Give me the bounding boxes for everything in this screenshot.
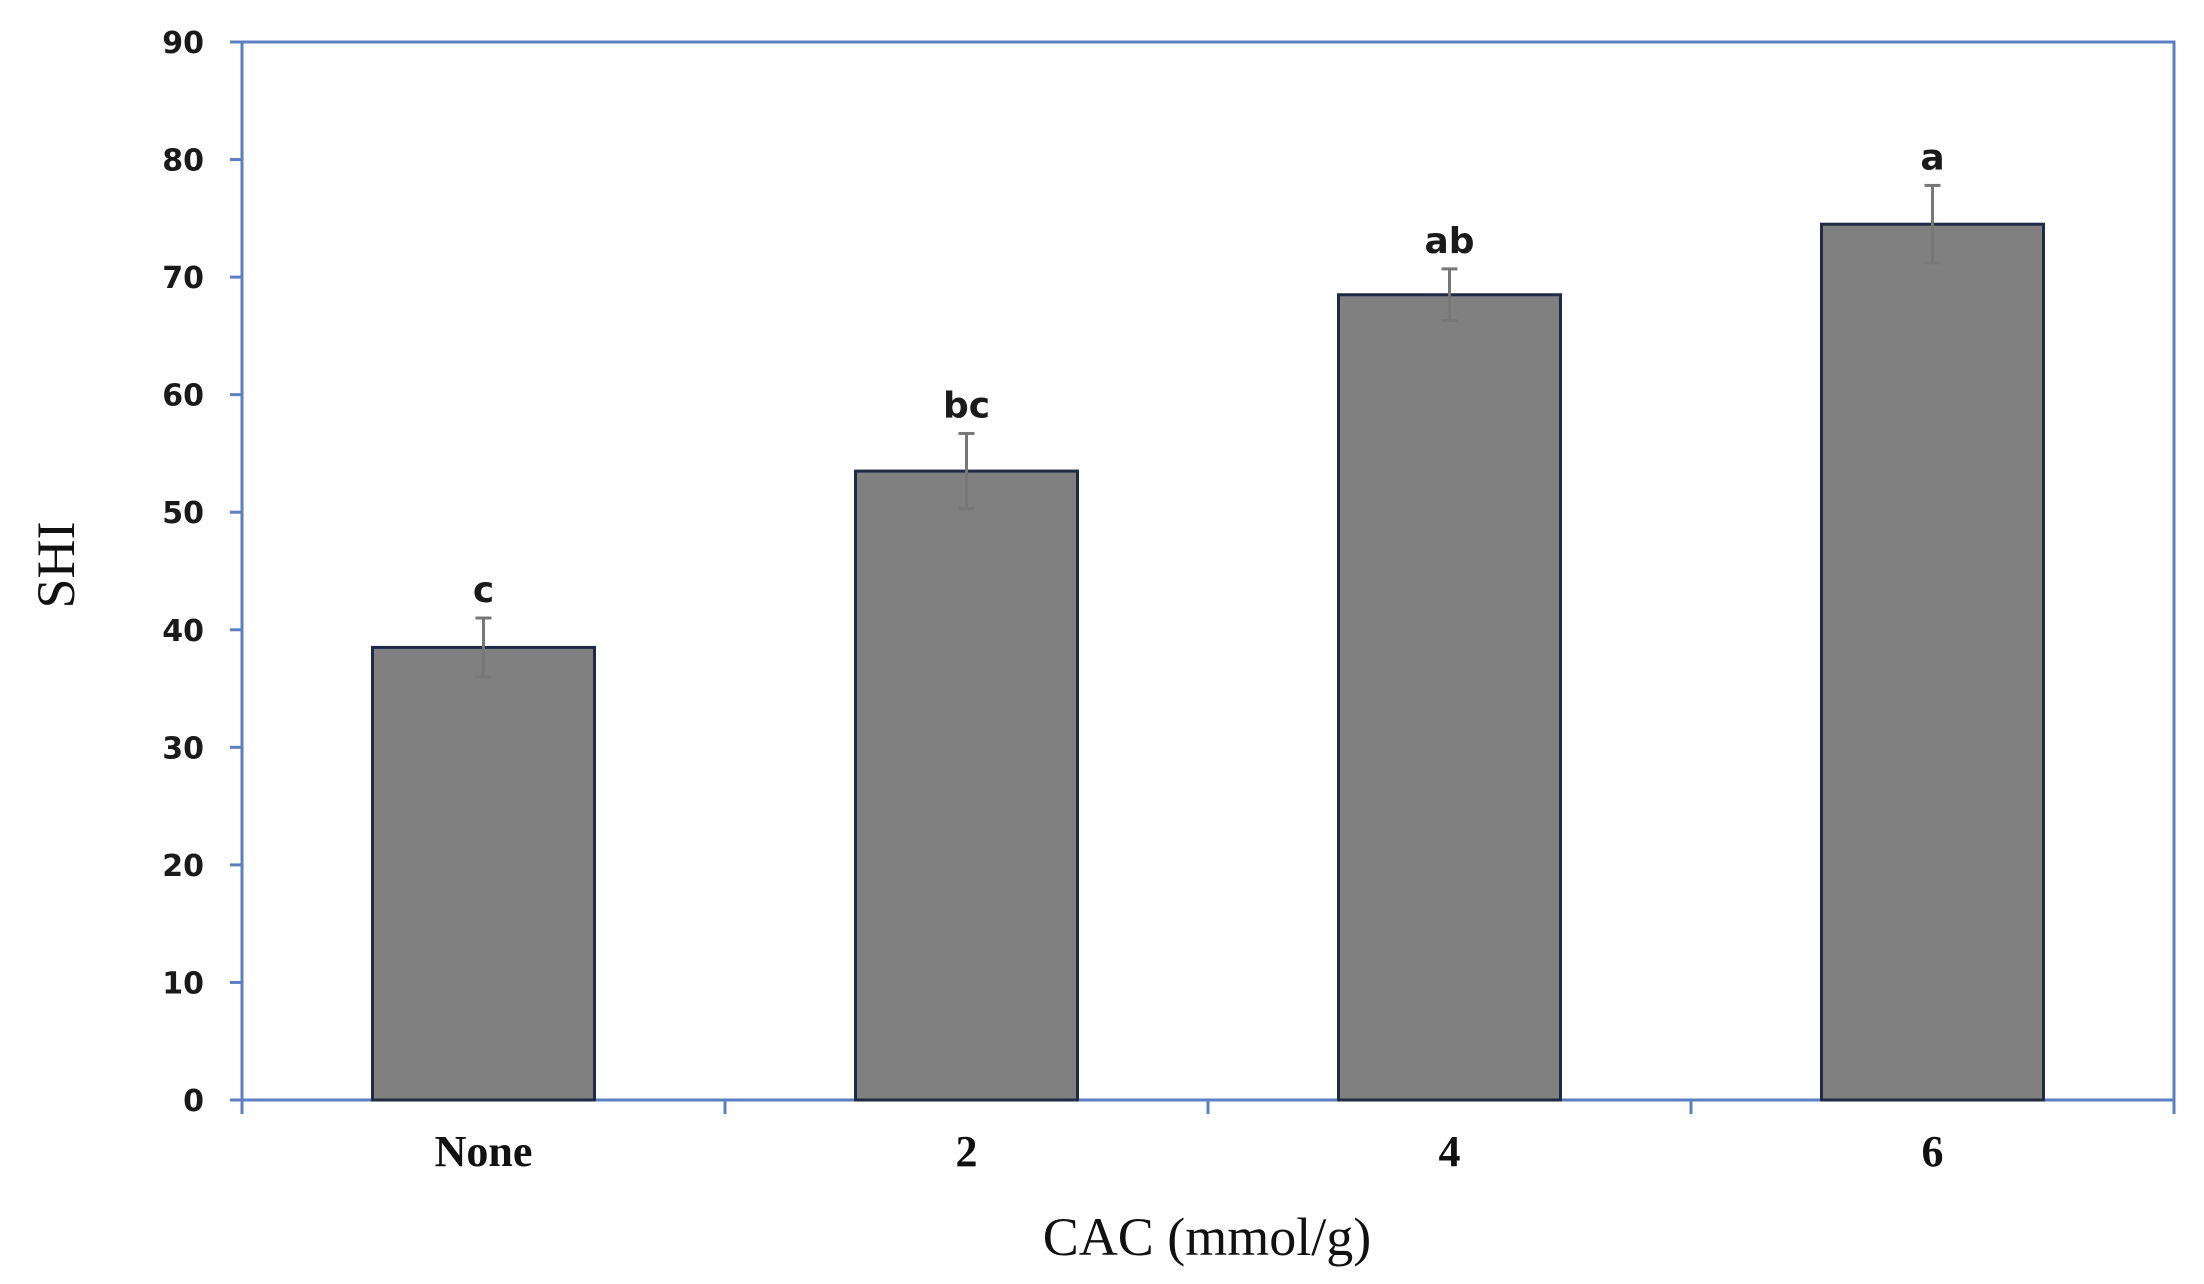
y-tick-label: 0 [183,1084,204,1119]
significance-label: ab [1424,221,1474,262]
significance-labels: c bc ab a [473,137,1945,611]
bar [1820,222,2045,1102]
bar [1337,293,1562,1102]
bar [854,469,1079,1102]
y-tick-label: 20 [162,849,204,884]
significance-label: c [473,570,494,611]
bar [371,645,596,1102]
x-axis-title: CAC (mmol/g) [1043,1207,1372,1267]
y-tick-label: 10 [162,966,204,1001]
x-tick-label: None [435,1127,533,1176]
y-tick-label: 40 [162,614,204,649]
x-axis: None 2 4 6 [240,1100,2176,1176]
y-tick-label: 80 [162,144,204,179]
significance-label: bc [943,385,990,426]
y-tick-label: 50 [162,496,204,531]
y-tick-label: 30 [162,731,204,766]
error-bars [475,183,1941,679]
bar-series [371,222,2045,1102]
significance-label: a [1920,137,1944,178]
y-tick-label: 90 [162,26,204,61]
y-tick-label: 60 [162,379,204,414]
y-axis: 0 10 20 30 40 50 60 70 80 90 [162,26,242,1119]
y-axis-title: SHI [26,521,86,608]
x-tick-label: 2 [956,1127,978,1176]
x-tick-label: 4 [1439,1127,1461,1176]
y-tick-label: 70 [162,261,204,296]
x-tick-label: 6 [1922,1127,1944,1176]
